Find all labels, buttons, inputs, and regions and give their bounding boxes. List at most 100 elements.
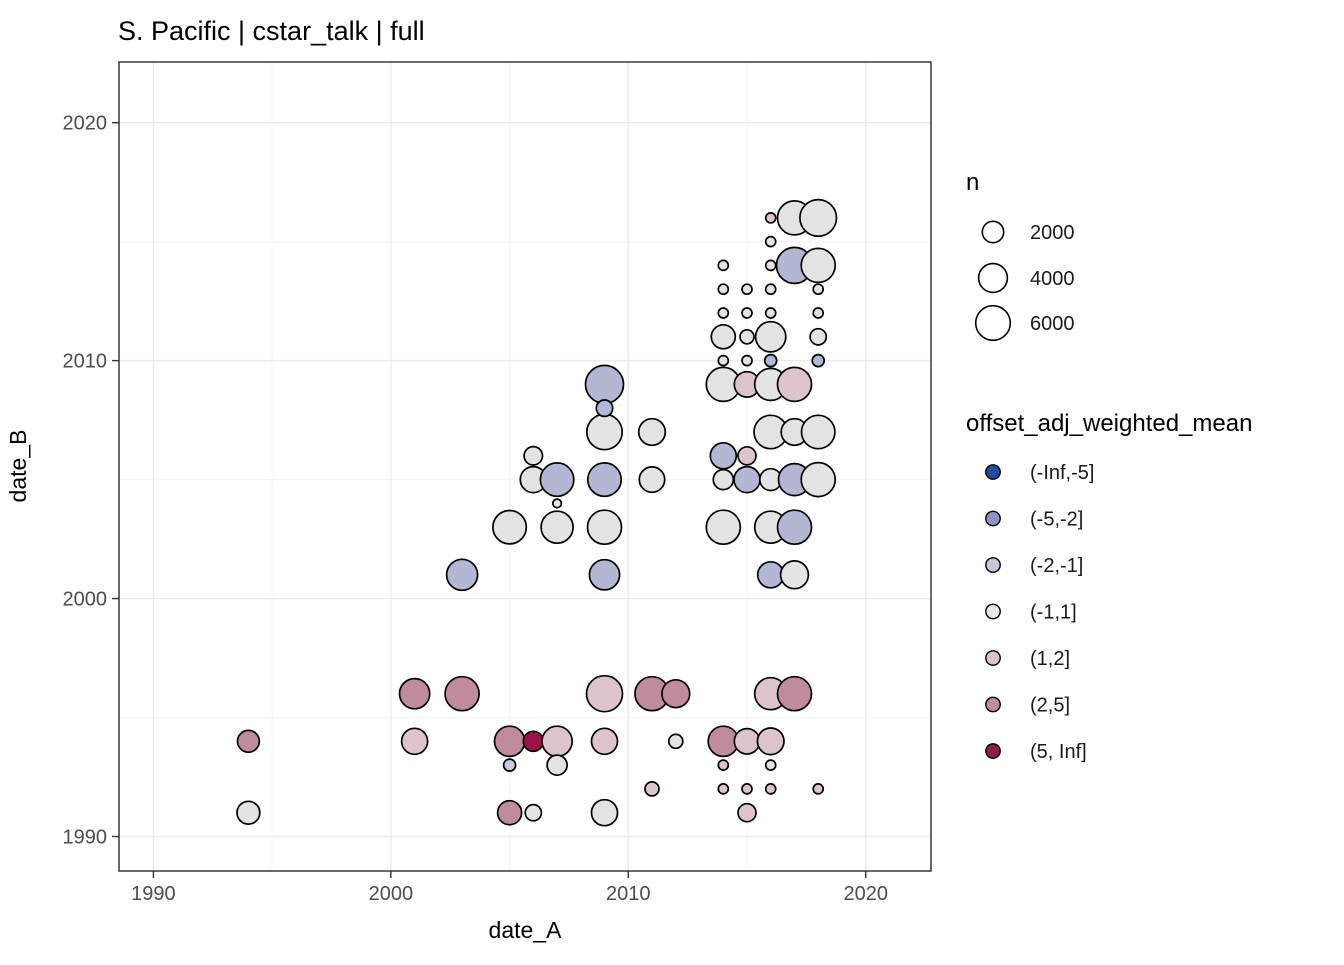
data-point (764, 235, 777, 248)
size-legend-label: 6000 (1030, 313, 1075, 335)
data-point (812, 307, 825, 319)
data-point (733, 465, 761, 494)
data-point (541, 725, 574, 758)
data-point (764, 783, 777, 795)
color-legend-swatch (985, 696, 1001, 713)
color-legend-swatch (985, 510, 1001, 527)
data-point (809, 327, 828, 346)
color-legend-label: (2,5] (1030, 695, 1070, 717)
data-point (812, 783, 825, 795)
data-point (799, 198, 838, 238)
size-legend-label: 4000 (1030, 268, 1075, 290)
color-legend-swatch (985, 464, 1001, 480)
data-point (776, 366, 813, 403)
data-point (733, 727, 761, 755)
data-point (523, 445, 544, 466)
y-tick-label: 1990 (63, 826, 108, 848)
y-tick-label: 2020 (63, 113, 108, 135)
data-point (590, 798, 619, 827)
y-tick-label: 2000 (63, 589, 108, 611)
data-point (776, 675, 813, 712)
data-point (764, 759, 777, 771)
data-point (492, 509, 528, 545)
data-point (588, 558, 621, 591)
data-point (551, 498, 563, 509)
data-point (741, 283, 753, 296)
data-point (737, 445, 757, 466)
data-point (717, 759, 730, 771)
data-point (754, 320, 787, 353)
data-point (756, 727, 785, 756)
data-point (705, 509, 742, 546)
data-point (764, 307, 777, 319)
legend: 2000 4000 6000 (-Inf,-5] (-5,-2] (-2,-1] (-1,1… (974, 220, 1094, 763)
color-legend-swatch (985, 743, 1001, 759)
data-point (398, 677, 431, 710)
data-point (585, 674, 624, 713)
color-legend-label: (1,2] (1030, 648, 1070, 670)
data-point (590, 727, 619, 756)
data-point (812, 283, 825, 296)
data-point (717, 307, 730, 319)
data-point (709, 441, 738, 470)
data-point (741, 783, 753, 795)
data-point (445, 558, 479, 592)
size-legend-title: n (966, 169, 979, 196)
data-point (811, 353, 826, 368)
size-legend-label: 2000 (1030, 222, 1075, 244)
y-tick-label: 2010 (63, 351, 108, 373)
data-point (764, 259, 777, 272)
data-point (741, 354, 753, 367)
data-point (764, 212, 777, 224)
color-legend-swatch (985, 557, 1001, 573)
x-tick-label: 2000 (369, 883, 414, 905)
color-legend-label: (-5,-2] (1030, 509, 1083, 531)
data-point (236, 800, 261, 825)
color-legend-label: (-1,1] (1030, 602, 1077, 624)
data-point (717, 783, 730, 795)
data-point (737, 802, 757, 823)
data-point (546, 754, 568, 776)
color-legend-swatch (985, 650, 1001, 666)
data-point (539, 462, 575, 498)
data-point (586, 462, 623, 498)
data-point (638, 466, 666, 494)
data-point (800, 461, 837, 498)
data-point (717, 259, 730, 272)
data-point (585, 413, 624, 451)
data-point (637, 417, 667, 447)
data-point (502, 758, 517, 772)
color-legend-title: offset_adj_weighted_mean (966, 410, 1252, 437)
data-point (595, 399, 614, 418)
x-tick-label: 2020 (843, 883, 888, 905)
size-legend-swatch (981, 220, 1005, 244)
data-point (763, 353, 778, 368)
data-points (236, 198, 838, 827)
chart-title: S. Pacific | cstar_talk | full (118, 16, 425, 46)
data-point (644, 781, 660, 797)
data-point (524, 803, 543, 822)
x-tick-label: 2010 (606, 883, 651, 905)
data-point (741, 307, 753, 319)
color-legend-label: (-2,-1] (1030, 555, 1083, 577)
data-point (584, 364, 625, 405)
color-legend-label: (5, Inf] (1030, 741, 1087, 763)
data-point (779, 560, 810, 590)
x-axis-title: date_A (489, 917, 563, 943)
data-point (739, 328, 755, 345)
data-point (717, 354, 730, 367)
data-point (400, 727, 429, 756)
data-point (661, 678, 691, 709)
panel-frame (118, 61, 932, 872)
data-point (496, 799, 523, 826)
data-point (712, 468, 735, 491)
color-legend-swatch (985, 603, 1001, 620)
size-legend-swatch (974, 304, 1012, 342)
data-point (800, 414, 836, 450)
data-point (776, 509, 813, 546)
axes: 1990 2000 2010 2020 1990 2000 2010 2020 (63, 113, 888, 905)
color-legend-label: (-Inf,-5] (1030, 462, 1094, 484)
data-point (800, 247, 837, 284)
y-axis-title: date_B (5, 430, 31, 503)
data-point (540, 510, 574, 545)
